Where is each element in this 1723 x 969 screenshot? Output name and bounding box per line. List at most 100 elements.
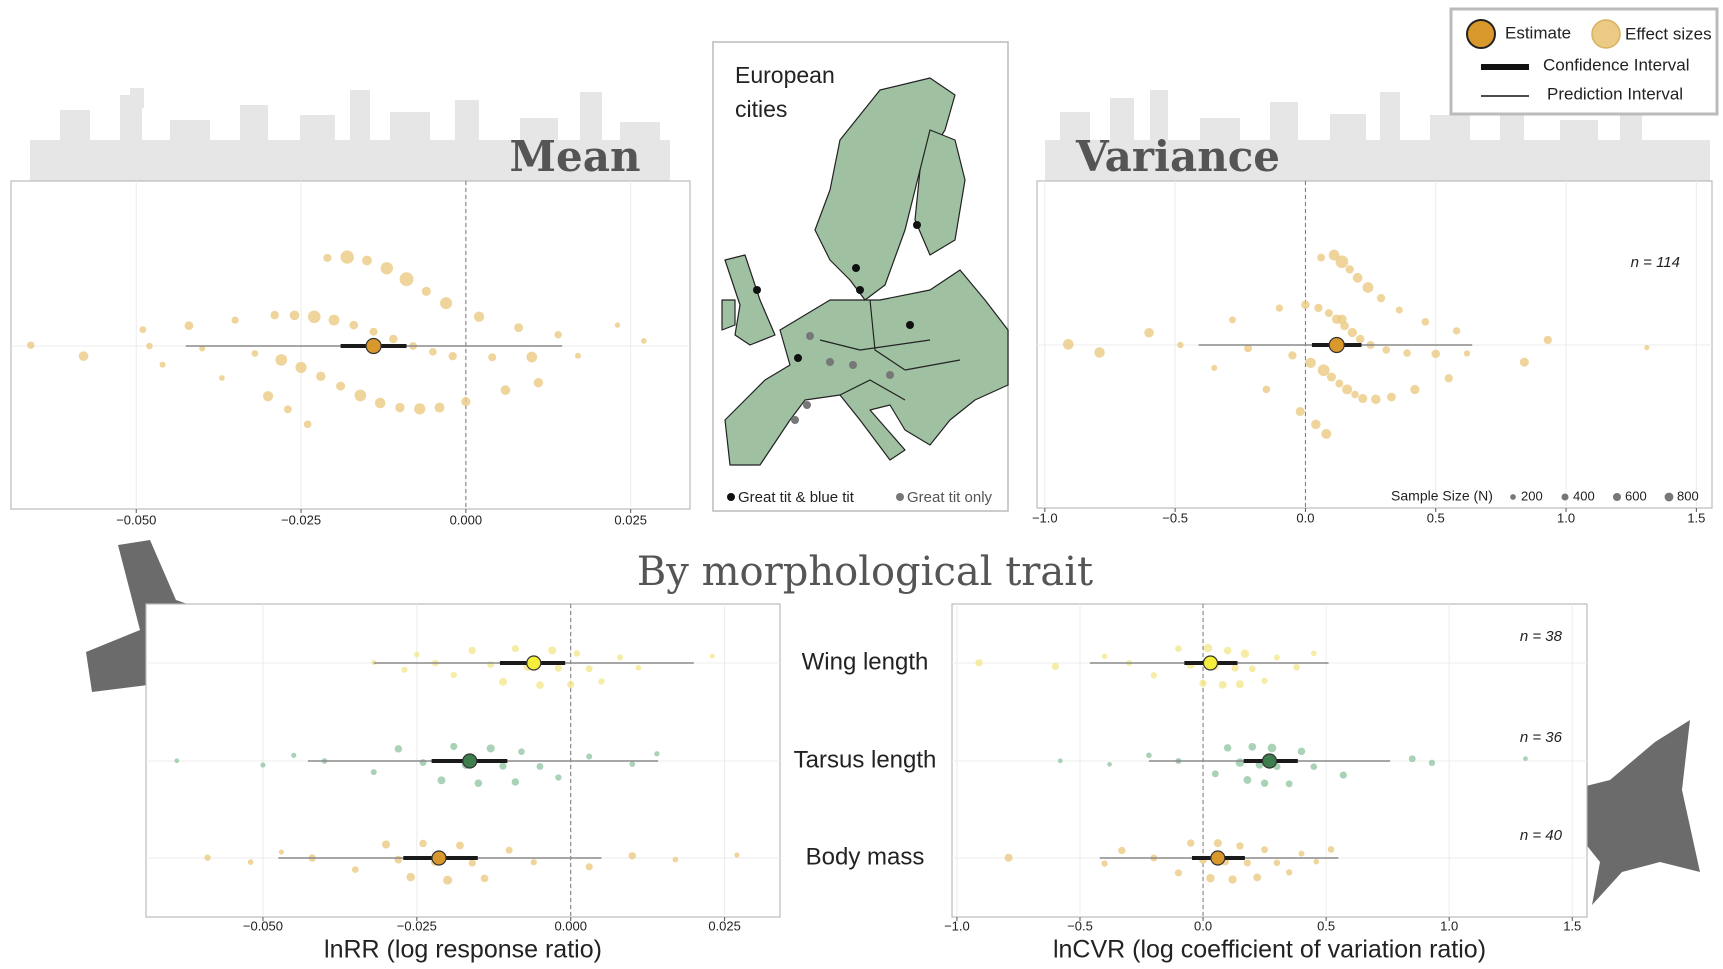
x-tick-label: 0.000 xyxy=(554,918,587,933)
legend-effect-icon xyxy=(1592,20,1620,48)
effect-size-point xyxy=(248,859,254,865)
effect-size-point xyxy=(263,391,273,401)
estimate-point xyxy=(527,656,541,670)
x-tick-label: −0.050 xyxy=(116,512,156,527)
category-label: Wing length xyxy=(802,648,929,675)
effect-size-point xyxy=(185,321,194,330)
size-legend-dot xyxy=(1510,494,1516,500)
effect-size-point xyxy=(1206,874,1214,882)
effect-size-point xyxy=(406,873,414,881)
effect-size-point xyxy=(555,665,562,672)
estimate-point xyxy=(463,754,477,768)
effect-size-point xyxy=(1410,385,1419,394)
legend-label: Estimate xyxy=(1505,23,1571,42)
category-label: Body mass xyxy=(806,843,925,870)
orchard-plot: −1.0−0.50.00.51.01.5n = 114Sample Size (… xyxy=(1032,181,1712,525)
x-tick-label: −0.025 xyxy=(281,512,321,527)
effect-size-point xyxy=(629,852,636,859)
effect-size-point xyxy=(1052,663,1059,670)
effect-size-point xyxy=(501,385,511,395)
panel-title: Variance xyxy=(1075,132,1280,181)
effect-size-point xyxy=(488,353,496,361)
effect-size-point xyxy=(1321,429,1331,439)
effect-size-point xyxy=(1429,760,1435,766)
effect-size-point xyxy=(394,856,402,864)
effect-size-point xyxy=(1523,756,1528,761)
effect-size-point xyxy=(1212,770,1219,777)
effect-size-point xyxy=(1318,364,1330,376)
effect-size-point xyxy=(371,769,377,775)
effect-size-point xyxy=(1214,839,1222,847)
effect-size-point xyxy=(284,405,292,413)
effect-size-point xyxy=(1241,649,1249,657)
effect-size-point xyxy=(1353,273,1363,283)
effect-size-point xyxy=(1118,847,1125,854)
effect-size-point xyxy=(617,654,623,660)
size-legend-label: 400 xyxy=(1573,488,1595,503)
effect-size-point xyxy=(1310,763,1317,770)
effect-size-point xyxy=(1101,860,1107,866)
effect-size-point xyxy=(1314,304,1322,312)
x-tick-label: 1.0 xyxy=(1557,510,1575,525)
effect-size-point xyxy=(1274,859,1281,866)
sample-count: n = 36 xyxy=(1520,729,1563,746)
effect-size-point xyxy=(574,650,581,657)
effect-size-point xyxy=(1293,664,1300,671)
effect-size-point xyxy=(1151,672,1157,678)
effect-size-point xyxy=(329,315,340,326)
effect-size-point xyxy=(1544,336,1552,344)
effect-size-point xyxy=(474,312,484,322)
effect-size-point xyxy=(1421,318,1429,326)
effect-size-point xyxy=(270,311,279,320)
legend-label: Confidence Interval xyxy=(1543,55,1689,74)
effect-size-point xyxy=(514,323,523,332)
effect-size-point xyxy=(308,310,321,323)
effect-size-point xyxy=(1346,265,1354,273)
effect-size-point xyxy=(1336,255,1349,268)
effect-size-point xyxy=(1228,875,1236,883)
effect-size-point xyxy=(1268,744,1277,753)
effect-size-point xyxy=(554,331,561,338)
section-heading: By morphological trait xyxy=(637,549,1093,595)
effect-size-point xyxy=(1363,282,1374,293)
x-tick-label: −0.5 xyxy=(1162,510,1188,525)
effect-size-point xyxy=(1175,645,1182,652)
x-tick-label: 0.0 xyxy=(1296,510,1314,525)
map-panel: European cities Great tit & blue tit Gre… xyxy=(713,42,1008,511)
effect-size-point xyxy=(636,665,642,671)
effect-size-point xyxy=(1244,859,1251,866)
effect-size-point xyxy=(499,678,507,686)
effect-size-point xyxy=(400,272,414,286)
effect-size-point xyxy=(654,751,659,756)
effect-size-point xyxy=(1058,758,1063,763)
effect-size-point xyxy=(586,753,592,759)
effect-size-point xyxy=(370,328,378,336)
effect-size-point xyxy=(1396,307,1403,314)
effect-size-point xyxy=(79,351,89,361)
effect-size-point xyxy=(290,310,300,320)
effect-size-point xyxy=(1224,647,1232,655)
effect-size-point xyxy=(27,341,34,348)
effect-size-point xyxy=(1377,294,1385,302)
effect-size-point xyxy=(975,659,982,666)
x-tick-label: −0.5 xyxy=(1067,918,1093,933)
estimate-point xyxy=(432,851,446,865)
size-legend-label: 600 xyxy=(1625,488,1647,503)
effect-size-point xyxy=(375,398,385,408)
effect-size-point xyxy=(1301,300,1310,309)
map-title: cities xyxy=(735,96,787,122)
effect-size-point xyxy=(1431,350,1440,359)
effect-size-point xyxy=(414,652,420,658)
effect-size-point xyxy=(402,667,408,673)
effect-size-point xyxy=(260,762,265,767)
effect-size-point xyxy=(1298,851,1304,857)
effect-size-point xyxy=(451,672,457,678)
legend-label: Effect sizes xyxy=(1625,24,1712,43)
effect-size-point xyxy=(512,645,519,652)
size-legend-dot xyxy=(1665,493,1674,502)
effect-size-point xyxy=(1453,327,1460,334)
page: European cities Great tit & blue tit Gre… xyxy=(0,0,1723,969)
effect-size-point xyxy=(1387,393,1396,402)
x-tick-label: 0.025 xyxy=(708,918,741,933)
